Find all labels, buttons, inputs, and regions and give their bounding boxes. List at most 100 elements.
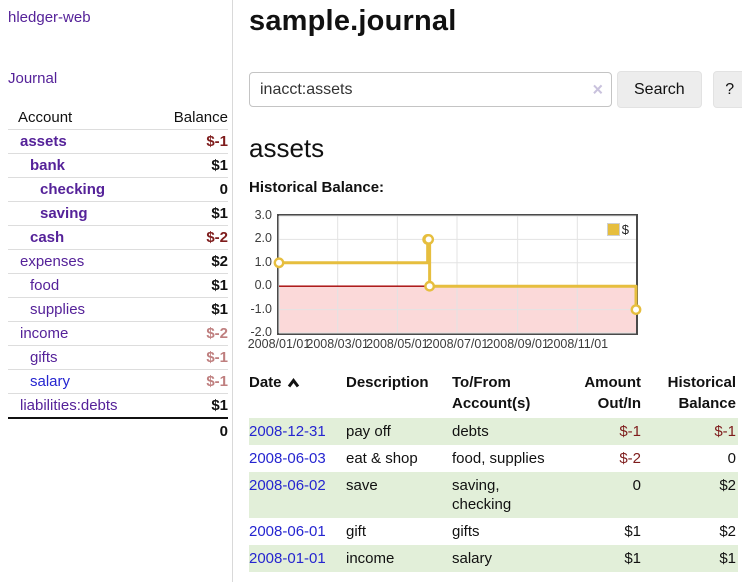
transaction-description: eat & shop [346,450,418,467]
account-link[interactable]: income [20,325,69,342]
search-input[interactable] [249,72,612,107]
account-link[interactable]: assets [20,133,67,150]
transaction-balance: $1 [719,550,736,567]
main-content: sample.journal × Search ? assets Histori… [233,0,742,582]
y-axis-tick-label: 0.0 [254,278,272,293]
account-link[interactable]: food [30,277,60,294]
transaction-row: 2008-01-01 income salary $1 $1 [249,545,738,572]
account-balance: 0 [219,181,228,198]
chart-legend: $ [604,221,631,238]
y-axis-tick-label: -1.0 [250,301,272,316]
account-row: food $1 [8,273,228,298]
clear-search-icon[interactable]: × [592,78,603,99]
transaction-date-link[interactable]: 2008-06-02 [249,477,326,494]
account-row: checking 0 [8,177,228,202]
transaction-accounts: salary [452,550,493,567]
transaction-balance: $2 [719,477,736,494]
journal-link[interactable]: Journal [8,70,58,87]
account-balance: $-1 [206,349,228,366]
transaction-date-link[interactable]: 2008-06-01 [249,523,326,540]
legend-swatch-icon [606,223,620,236]
accounts-table: Account Balance assets $-1 bank $1 checking 0… [8,106,228,444]
transaction-date-link[interactable]: 2008-06-03 [249,450,326,467]
transaction-row: 2008-12-31 pay off debts $-1 $-1 [249,418,738,445]
chart-title: Historical Balance: [249,179,385,196]
account-link[interactable]: checking [40,181,106,198]
y-axis-tick-label: -2.0 [250,325,272,339]
account-row: income $-2 [8,321,228,346]
account-balance: $-1 [206,133,228,150]
transaction-row: 2008-06-01 gift gifts $1 $2 [249,518,738,545]
x-axis-tick-label: 2008/05/01 [366,337,429,351]
transaction-row: 2008-06-02 save saving, checking 0 $2 [249,472,738,518]
transaction-amount: $1 [624,550,641,567]
balance-column-header-register: Historical Balance [667,374,736,412]
chart-plot-area: $ [273,214,642,335]
account-balance: $1 [211,397,228,414]
account-link[interactable]: liabilities:debts [20,397,118,414]
account-link[interactable]: supplies [30,301,86,318]
data-point-marker [273,257,285,269]
transaction-accounts: food, supplies [452,450,545,467]
accounts-column-header: To/From Account(s) [452,374,531,412]
account-link[interactable]: bank [30,157,66,174]
register-header-row: Date Description To/From Account(s) Amou… [249,370,738,418]
help-button[interactable]: ? [712,71,742,108]
accounts-total-value: 0 [219,423,228,440]
account-row: gifts $-1 [8,345,228,370]
transaction-date-link[interactable]: 2008-01-01 [249,550,326,567]
account-heading: assets [249,133,325,163]
search-form: × Search ? [249,71,742,108]
transaction-date-link[interactable]: 2008-12-31 [249,423,326,440]
transaction-amount: $-1 [619,423,641,440]
search-input-wrap: × [249,72,612,107]
date-header-label: Date [249,374,282,391]
transaction-amount: 0 [632,477,641,494]
x-axis-tick-label: 2008/03/01 [306,337,369,351]
transaction-amount: $-2 [619,450,641,467]
amount-column-header: Amount Out/In [584,374,641,412]
account-row: salary $-1 [8,369,228,394]
account-balance: $2 [211,253,228,270]
account-row: liabilities:debts $1 [8,393,228,419]
account-link[interactable]: gifts [30,349,58,366]
x-axis-tick-label: 2008/11/01 [546,337,609,351]
y-axis-tick-label: 2.0 [254,231,272,246]
transaction-description: save [346,477,378,494]
account-link[interactable]: saving [40,205,88,222]
accounts-total-row: 0 [8,418,228,444]
transaction-description: pay off [346,423,391,440]
account-link[interactable]: expenses [20,253,85,270]
sort-ascending-icon [287,378,299,388]
account-link[interactable]: cash [30,229,65,246]
page-title: sample.journal [249,5,457,37]
transaction-amount: $1 [624,523,641,540]
y-axis-tick-label: 1.0 [254,254,272,269]
account-row: supplies $1 [8,297,228,322]
app-brand-link[interactable]: hledger-web [8,9,91,26]
date-column-header[interactable]: Date [249,370,346,418]
account-row: assets $-1 [8,129,228,154]
accounts-header-row: Account Balance [8,106,228,130]
transaction-balance: $2 [719,523,736,540]
transaction-accounts: saving, checking [452,477,512,513]
sidebar: hledger-web Journal Account Balance asse… [0,0,233,582]
transaction-row: 2008-06-03 eat & shop food, supplies $-2 0 [249,445,738,472]
chart-plot-svg [273,215,642,334]
data-point-marker [630,304,642,316]
x-axis-tick-label: 2008/01/01 [247,337,311,351]
account-column-header: Account [18,109,73,126]
account-row: expenses $2 [8,249,228,274]
register-table: Date Description To/From Account(s) Amou… [249,370,738,572]
search-button[interactable]: Search [617,71,702,108]
account-link[interactable]: salary [30,373,71,390]
account-balance: $1 [211,277,228,294]
data-point-marker [423,234,435,245]
account-row: cash $-2 [8,225,228,250]
account-balance: $-2 [206,229,228,246]
description-column-header: Description [346,374,429,391]
transaction-balance: $-1 [714,423,736,440]
transaction-description: income [346,550,395,567]
x-axis-tick-label: 2008/07/01 [425,337,489,351]
x-axis-tick-label: 2008/09/01 [486,337,549,351]
